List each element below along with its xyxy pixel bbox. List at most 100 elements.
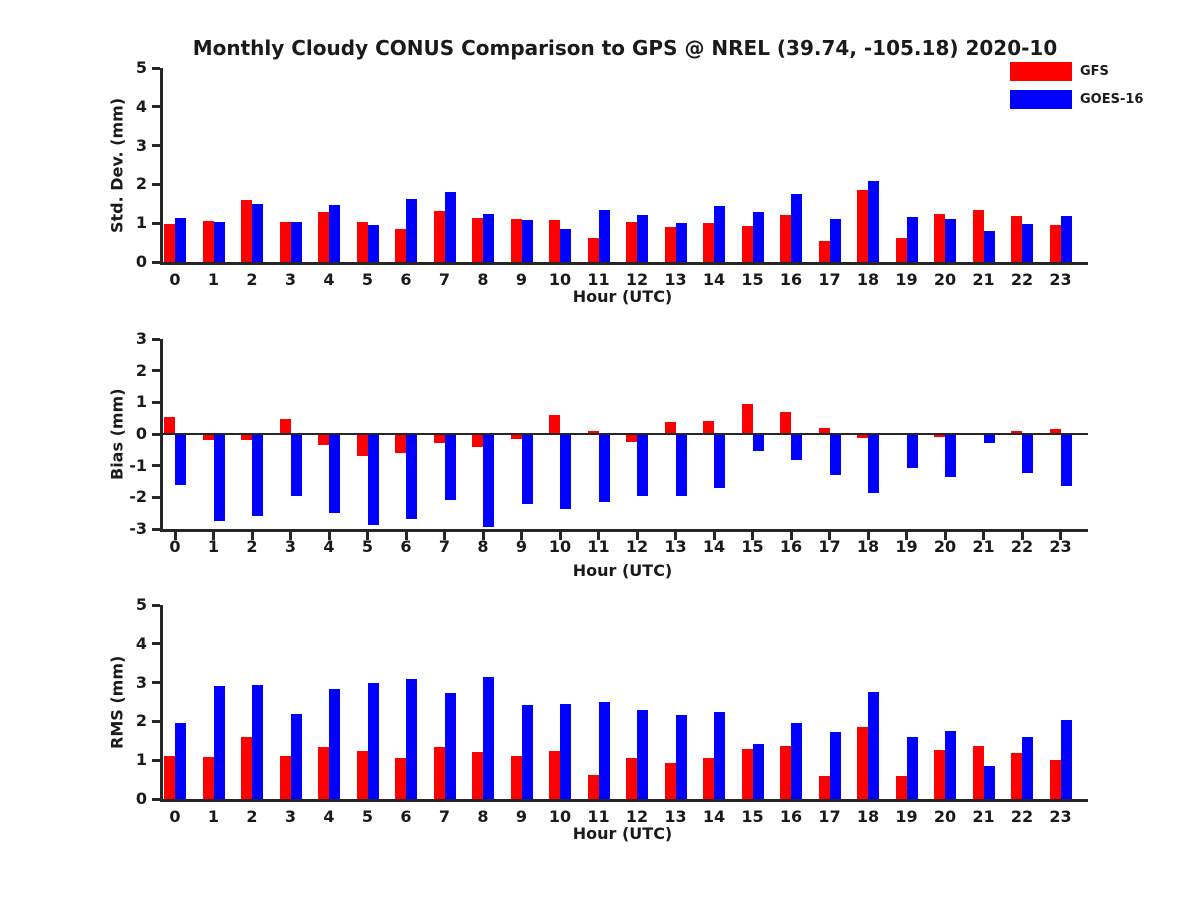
- bar-goes-16-hour-17: [829, 732, 841, 799]
- bar-goes-16-hour-22: [1022, 223, 1033, 262]
- x-tick-label-hour-17: 17: [818, 270, 841, 289]
- bar-gfs-hour-2: [241, 199, 252, 262]
- x-tick-label-hour-10: 10: [548, 807, 572, 826]
- x-tick-label-hour-9: 9: [515, 270, 528, 289]
- plot-area-std-dev: 0 1 2 3 4 5 0 1 2 3 4 5 6 7 8 9 10 11 12 13 14 15 16 17 18 19 20 21…: [136, 58, 1088, 289]
- bar-goes-16-hour-0: [175, 434, 186, 485]
- x-tick-label-hour-20: 20: [933, 270, 957, 289]
- x-tick: [597, 532, 600, 540]
- x-tick-label-hour-4: 4: [323, 537, 335, 556]
- x-tick: [558, 532, 562, 540]
- x-tick-label-hour-14: 14: [702, 270, 726, 289]
- x-tick-label-hour-15: 15: [741, 537, 764, 556]
- bar-gfs-hour-17: [818, 427, 830, 434]
- legend: GFS GOES-16: [1010, 62, 1143, 118]
- bar-gfs-hour-23: [1049, 760, 1061, 799]
- y-tick: [152, 432, 160, 436]
- legend-swatch-goes-16: [1010, 90, 1072, 109]
- bar-goes-16-hour-20: [945, 434, 956, 477]
- bar-gfs-hour-12: [626, 757, 637, 799]
- x-tick-label-hour-18: 18: [856, 807, 880, 826]
- x-tick-label-hour-10: 10: [548, 537, 572, 556]
- bar-gfs-hour-5: [356, 222, 368, 262]
- bar-goes-16-hour-22: [1022, 736, 1033, 799]
- bar-gfs-hour-9: [510, 218, 522, 262]
- x-tick-label-hour-12: 12: [625, 270, 649, 289]
- legend-swatch-gfs: [1010, 62, 1072, 81]
- bar-goes-16-hour-0: [175, 218, 186, 262]
- bar-goes-16-hour-1: [213, 434, 225, 522]
- y-tick: [152, 797, 160, 801]
- x-tick-label-hour-19: 19: [895, 537, 918, 556]
- x-tick: [712, 532, 716, 540]
- x-tick-label-hour-7: 7: [438, 270, 451, 289]
- y-tick-label: 4: [135, 96, 147, 116]
- bar-gfs-hour-23: [1049, 428, 1061, 434]
- x-tick-label-hour-21: 21: [972, 270, 995, 289]
- x-tick-label-hour-15: 15: [741, 270, 764, 289]
- x-tick-label-hour-13: 13: [664, 807, 687, 826]
- bar-goes-16-hour-17: [829, 434, 841, 476]
- bar-gfs-hour-8: [472, 218, 483, 262]
- bar-gfs-hour-4: [318, 434, 329, 446]
- x-tick: [173, 532, 177, 540]
- x-tick-label-hour-2: 2: [246, 270, 258, 289]
- x-tick-label-hour-3: 3: [284, 270, 297, 289]
- bar-goes-16-hour-9: [521, 704, 533, 799]
- bar-goes-16-hour-19: [906, 216, 918, 262]
- bar-gfs-hour-15: [741, 226, 753, 262]
- bar-goes-16-hour-14: [714, 434, 725, 488]
- bar-goes-16-hour-21: [983, 230, 995, 262]
- bar-goes-16-hour-12: [637, 709, 648, 799]
- chart-title: Monthly Cloudy CONUS Comparison to GPS @…: [192, 36, 1058, 60]
- bar-gfs-hour-13: [664, 762, 676, 799]
- x-tick-label-hour-8: 8: [477, 807, 489, 826]
- x-tick-label-hour-6: 6: [400, 807, 412, 826]
- bar-gfs-hour-7: [433, 747, 445, 799]
- y-tick: [152, 221, 160, 225]
- bar-gfs-hour-6: [395, 434, 406, 453]
- x-tick: [1020, 532, 1024, 540]
- bar-gfs-hour-20: [934, 213, 945, 262]
- bar-gfs-hour-19: [895, 776, 907, 799]
- bar-goes-16-hour-5: [367, 434, 379, 525]
- y-tick-label: 3: [135, 672, 147, 692]
- plot-area-bias: -3 -2 -1 0 1 2 3 0 1 2 3 4 5 6 7 8 9 10 11 12 13 14 15 16 17 18 19…: [129, 329, 1088, 556]
- x-tick: [404, 532, 408, 540]
- y-tick-label: 2: [135, 174, 147, 194]
- x-tick-label-hour-5: 5: [361, 270, 374, 289]
- y-tick: [152, 369, 160, 373]
- bar-goes-16-hour-4: [329, 434, 340, 513]
- legend-item-gfs: GFS: [1010, 62, 1143, 81]
- bar-goes-16-hour-18: [868, 181, 879, 262]
- x-tick: [327, 532, 331, 540]
- x-tick-label-hour-13: 13: [664, 537, 687, 556]
- bar-goes-16-hour-1: [213, 222, 225, 262]
- bar-goes-16-hour-16: [791, 194, 802, 262]
- y-tick-label: 0: [135, 252, 147, 271]
- bar-gfs-hour-5: [356, 750, 368, 799]
- x-tick-label-hour-11: 11: [587, 807, 610, 826]
- bar-goes-16-hour-23: [1060, 720, 1072, 799]
- x-tick-label-hour-13: 13: [664, 270, 687, 289]
- x-tick-label-hour-17: 17: [818, 807, 841, 826]
- x-tick-label-hour-11: 11: [587, 537, 610, 556]
- x-tick-label-hour-22: 22: [1010, 270, 1034, 289]
- y-tick: [152, 719, 160, 723]
- bar-goes-16-hour-19: [906, 736, 918, 799]
- bar-goes-16-hour-12: [637, 434, 648, 496]
- bar-gfs-hour-20: [934, 750, 945, 799]
- x-tick-label-hour-14: 14: [702, 537, 726, 556]
- bar-gfs-hour-6: [395, 758, 406, 799]
- xlabel-bias: Hour (UTC): [572, 561, 673, 580]
- y-tick: [152, 527, 160, 531]
- bar-goes-16-hour-1: [213, 686, 225, 799]
- y-tick-label: 3: [135, 329, 147, 348]
- bar-goes-16-hour-7: [444, 693, 456, 799]
- bar-gfs-hour-10: [549, 220, 560, 262]
- x-tick-label-hour-3: 3: [284, 807, 297, 826]
- x-tick: [481, 532, 485, 540]
- bar-gfs-hour-21: [972, 745, 984, 799]
- bar-gfs-hour-10: [549, 415, 560, 434]
- x-tick: [789, 532, 793, 540]
